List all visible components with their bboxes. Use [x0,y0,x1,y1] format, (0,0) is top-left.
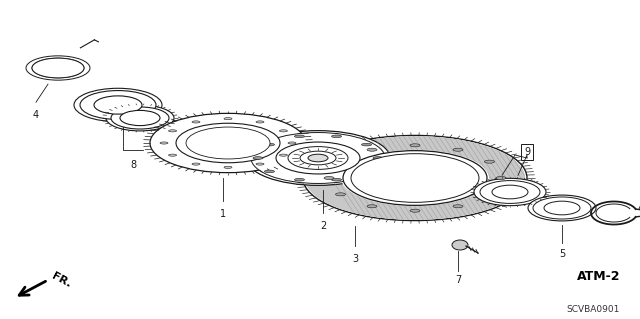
Ellipse shape [120,110,160,126]
Ellipse shape [288,147,348,169]
Ellipse shape [32,58,84,78]
Ellipse shape [343,151,487,205]
Ellipse shape [80,91,156,119]
Ellipse shape [367,148,377,151]
Ellipse shape [341,150,489,206]
Text: FR.: FR. [50,271,73,289]
Ellipse shape [176,123,280,163]
Ellipse shape [224,166,232,168]
Ellipse shape [484,193,495,196]
Ellipse shape [160,142,168,144]
Ellipse shape [453,148,463,151]
Ellipse shape [410,209,420,212]
Text: 3: 3 [352,254,358,263]
Ellipse shape [533,197,591,219]
Ellipse shape [251,132,385,183]
Ellipse shape [452,240,468,250]
Ellipse shape [367,205,377,208]
Ellipse shape [74,88,162,122]
Text: 1: 1 [220,209,226,219]
Ellipse shape [362,143,372,146]
Ellipse shape [528,195,596,221]
Text: 2: 2 [320,221,326,231]
Ellipse shape [484,160,495,163]
Ellipse shape [492,185,528,199]
Text: 9: 9 [524,147,530,157]
Ellipse shape [192,121,200,123]
Text: 7: 7 [455,275,461,285]
Ellipse shape [453,205,463,208]
Ellipse shape [480,181,540,204]
Ellipse shape [264,170,275,173]
Ellipse shape [150,113,306,173]
Ellipse shape [294,135,305,137]
Text: 8: 8 [130,160,136,170]
Ellipse shape [186,127,270,159]
Text: ATM-2: ATM-2 [577,270,620,283]
Ellipse shape [496,176,506,180]
Ellipse shape [288,142,296,144]
Ellipse shape [168,130,177,132]
Ellipse shape [294,178,305,181]
Ellipse shape [26,56,90,80]
Text: 4: 4 [33,110,39,120]
Ellipse shape [36,60,80,76]
Text: 5: 5 [559,249,565,259]
Ellipse shape [362,170,372,173]
Ellipse shape [324,176,334,180]
PathPatch shape [305,136,525,220]
Ellipse shape [410,144,420,147]
Ellipse shape [303,136,527,220]
Ellipse shape [106,105,174,131]
Ellipse shape [332,178,342,181]
Ellipse shape [474,178,546,206]
Ellipse shape [280,130,287,132]
Ellipse shape [38,60,78,76]
Ellipse shape [351,154,479,202]
Ellipse shape [224,118,232,120]
Text: SCVBA0901: SCVBA0901 [566,305,620,314]
Ellipse shape [335,160,346,163]
Ellipse shape [256,163,264,165]
Ellipse shape [246,131,390,185]
Ellipse shape [253,157,263,159]
Ellipse shape [305,136,525,220]
Ellipse shape [373,157,383,159]
Ellipse shape [192,163,200,165]
Ellipse shape [300,151,336,165]
Ellipse shape [94,96,142,114]
Ellipse shape [168,154,177,156]
Ellipse shape [276,142,360,174]
Ellipse shape [332,135,342,137]
Ellipse shape [32,58,84,78]
Ellipse shape [544,201,580,215]
Ellipse shape [308,154,328,162]
Ellipse shape [335,193,346,196]
Ellipse shape [40,61,76,75]
Ellipse shape [280,154,287,156]
Ellipse shape [264,143,275,146]
Ellipse shape [111,107,169,129]
Ellipse shape [256,121,264,123]
